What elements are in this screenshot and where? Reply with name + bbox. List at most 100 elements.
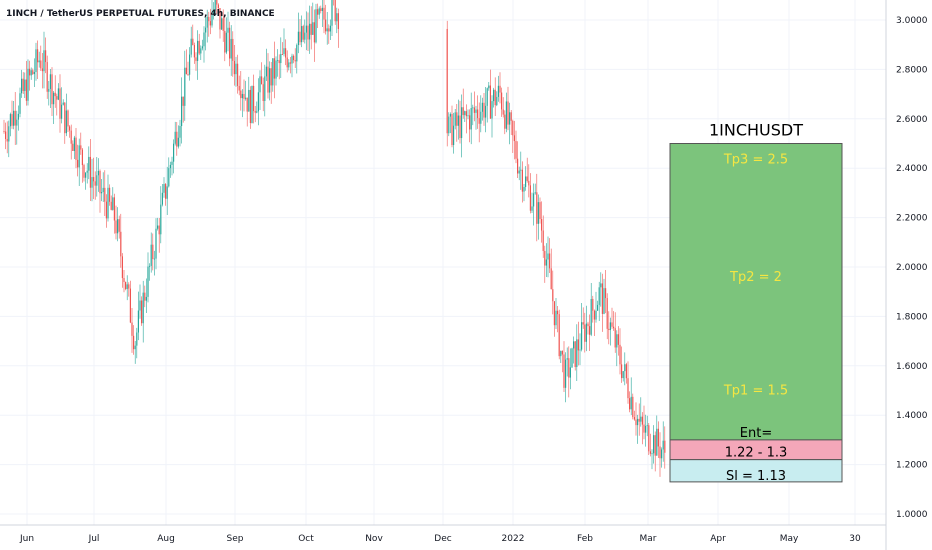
candle-body — [603, 288, 605, 314]
candle-body — [131, 322, 133, 336]
candle-body — [515, 141, 517, 159]
candle-body — [555, 310, 557, 326]
candle-body — [65, 110, 67, 134]
candle-body — [227, 27, 229, 33]
candle-body — [157, 225, 159, 229]
candle-body — [152, 244, 154, 260]
candle-body — [6, 138, 8, 142]
entry-label: Ent= — [740, 426, 772, 441]
candle-body — [163, 184, 165, 193]
candle-body — [480, 111, 482, 124]
candle-body — [134, 345, 136, 350]
candle-body — [329, 25, 331, 32]
candle-body — [5, 131, 7, 139]
candle-body — [177, 137, 179, 147]
time-axis[interactable]: Jun Jul Aug Sep Oct Nov Dec 2022 Feb Mar Apr May 30 — [0, 524, 886, 544]
candle-body — [473, 107, 475, 113]
candle-body — [155, 228, 157, 259]
x-tick-label: Aug — [157, 534, 175, 544]
candle-body — [80, 145, 82, 150]
trade-annotation[interactable]: 1INCHUSDT Tp3 = 2.5 Tp2 = 2 Tp1 = 1.5 En… — [669, 121, 843, 484]
candle-body — [254, 111, 256, 113]
candle-body — [145, 296, 147, 301]
candle-body — [593, 310, 595, 320]
candle-body — [521, 169, 523, 192]
x-tick-label: Mar — [640, 534, 657, 544]
candle-body — [107, 187, 109, 219]
candle-body — [174, 131, 176, 144]
candle-body — [501, 92, 503, 110]
candle-body — [545, 259, 547, 266]
candles — [3, 0, 666, 477]
candle-body — [179, 126, 181, 138]
candle-body — [457, 115, 459, 126]
candle-body — [147, 266, 149, 297]
candle-body — [486, 88, 488, 106]
candle-body — [558, 314, 560, 357]
candle-body — [523, 186, 525, 192]
candle-body — [622, 371, 624, 379]
candle-body — [41, 68, 43, 72]
candle-body — [491, 101, 493, 119]
candle-body — [59, 88, 61, 119]
candle-body — [243, 93, 245, 99]
candle-body — [614, 328, 616, 348]
candle-body — [625, 364, 627, 379]
candle-body — [638, 418, 640, 422]
candle-body — [321, 7, 323, 12]
candle-body — [662, 440, 664, 450]
candle-body — [275, 60, 277, 79]
candle-body — [16, 119, 18, 126]
candle-body — [635, 419, 637, 426]
candle-body — [193, 45, 195, 58]
candle-body — [470, 108, 472, 130]
candle-body — [320, 8, 322, 12]
price-axis[interactable]: 3.0000 2.8000 2.6000 2.4000 2.2000 2.0000 1.80… — [885, 0, 928, 550]
candle-body — [139, 300, 141, 311]
candle-body — [539, 202, 541, 220]
candle-body — [542, 230, 544, 251]
candle-body — [118, 219, 120, 232]
annotation-title: 1INCHUSDT — [709, 121, 803, 140]
candle-body — [217, 4, 219, 9]
candle-body — [654, 435, 656, 456]
candle-body — [597, 304, 599, 311]
candle-body — [446, 28, 448, 134]
candle-body — [633, 417, 635, 420]
candle-body — [336, 13, 338, 22]
candle-body — [661, 449, 663, 459]
candle-body — [299, 31, 301, 43]
candle-body — [505, 101, 507, 129]
candle-body — [144, 292, 146, 301]
candle-body — [117, 219, 119, 234]
candle-body — [459, 115, 461, 139]
candle-body — [17, 113, 19, 120]
candle-body — [245, 97, 247, 99]
candle-body — [203, 32, 205, 47]
candle-body — [37, 49, 39, 63]
candle-body — [222, 18, 224, 31]
candle-body — [464, 111, 466, 116]
candle-body — [337, 13, 339, 29]
y-tick-label: 2.2000 — [896, 214, 928, 224]
candle-body — [169, 164, 171, 169]
candle-body — [249, 89, 251, 124]
candle-body — [70, 130, 72, 144]
y-tick-label: 3.0000 — [896, 16, 928, 26]
candle-body — [195, 57, 197, 61]
y-tick-label: 1.0000 — [896, 510, 928, 520]
candle-body — [451, 114, 453, 146]
candle-body — [51, 74, 53, 105]
candle-body — [189, 54, 191, 75]
candle-body — [606, 298, 608, 329]
candle-body — [334, 0, 336, 22]
candle-body — [318, 8, 320, 15]
candle-body — [150, 244, 152, 266]
candle-body — [185, 67, 187, 75]
candle-body — [238, 85, 240, 91]
candle-body — [25, 79, 27, 101]
candle-body — [585, 323, 587, 342]
candle-body — [123, 278, 125, 283]
x-tick-label: Oct — [298, 534, 314, 544]
